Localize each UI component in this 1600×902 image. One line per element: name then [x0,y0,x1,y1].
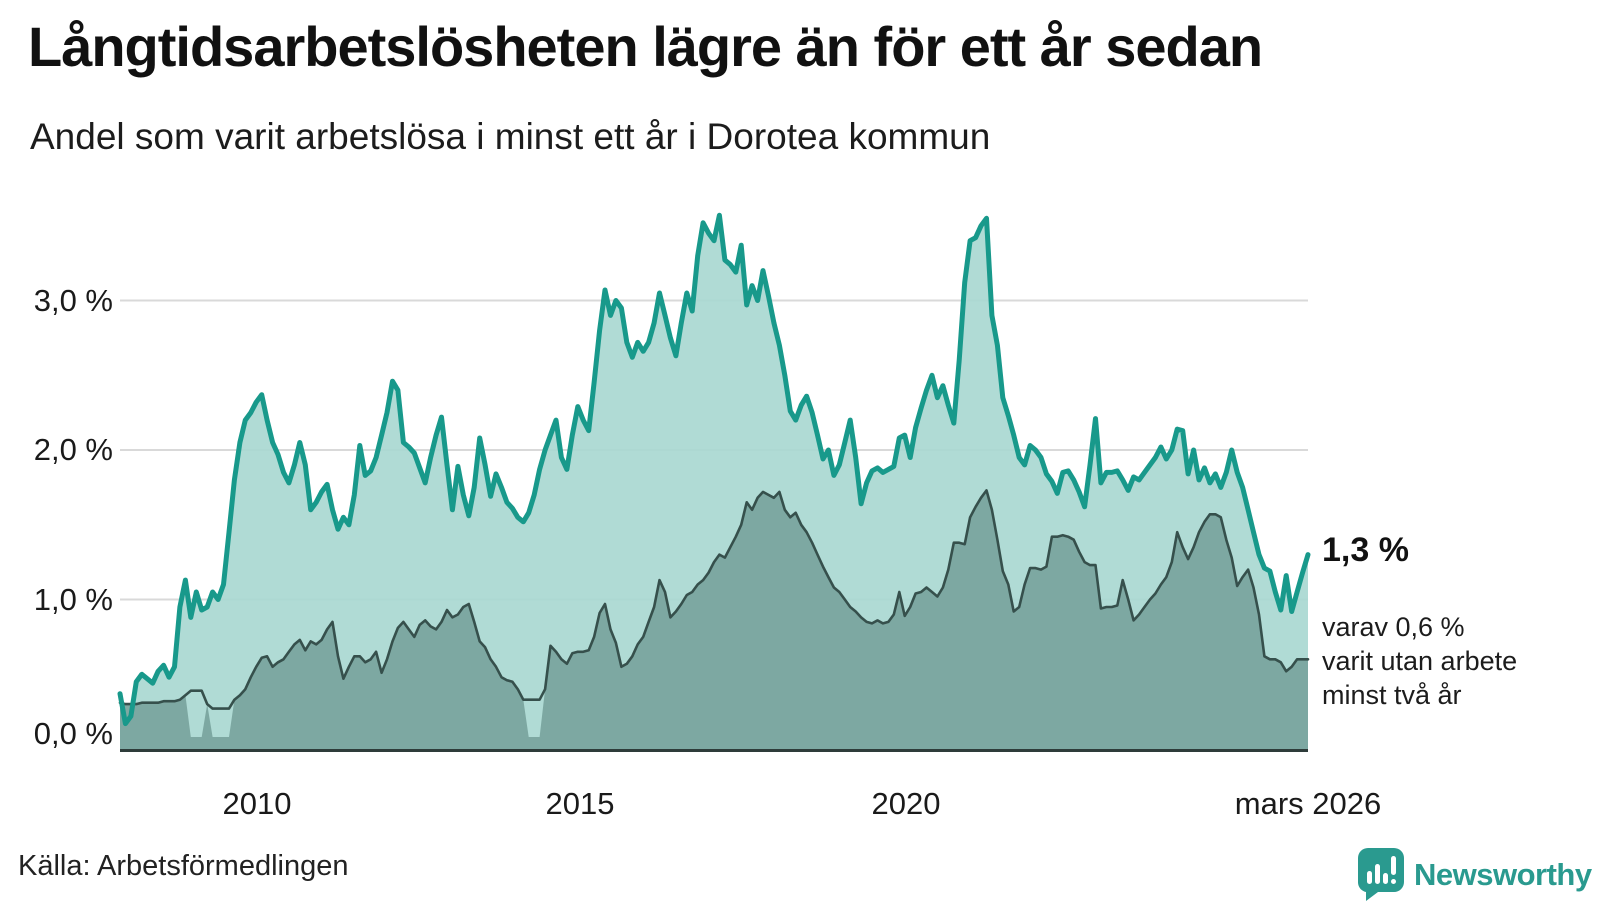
logo-text: Newsworthy [1414,857,1592,892]
detail-line-2: varit utan arbete [1322,646,1518,676]
chart-subtitle: Andel som varit arbetslösa i minst ett å… [30,116,991,157]
chart-title: Långtidsarbetslösheten lägre än för ett … [28,15,1263,78]
line-2yr [118,489,1310,710]
line-1yr [117,212,1311,727]
newsworthy-logo: Newsworthy [1358,848,1592,902]
latest-value-label: 1,3 % [1322,531,1409,569]
y-axis-label-0: 0,0 % [33,716,113,751]
bar-chart-speech-bubble-icon [1358,848,1404,901]
area-2yr [120,490,1308,749]
source-note: Källa: Arbetsförmedlingen [18,850,349,882]
latest-value-detail: varav 0,6 % varit utan arbete minst två … [1322,610,1517,712]
y-axis-label-1: 1,0 % [33,582,113,617]
x-axis-label-2020: 2020 [871,786,941,821]
x-axis-label-2015: 2015 [545,786,615,821]
y-axis-label-3: 3,0 % [33,283,113,318]
y-axis-label-2: 2,0 % [33,432,113,467]
x-axis-label-2010: 2010 [222,786,292,821]
detail-line-1: varav 0,6 % [1322,612,1465,642]
detail-line-3: minst två år [1322,680,1462,710]
x-axis-label-mars-2026: mars 2026 [1234,786,1382,821]
